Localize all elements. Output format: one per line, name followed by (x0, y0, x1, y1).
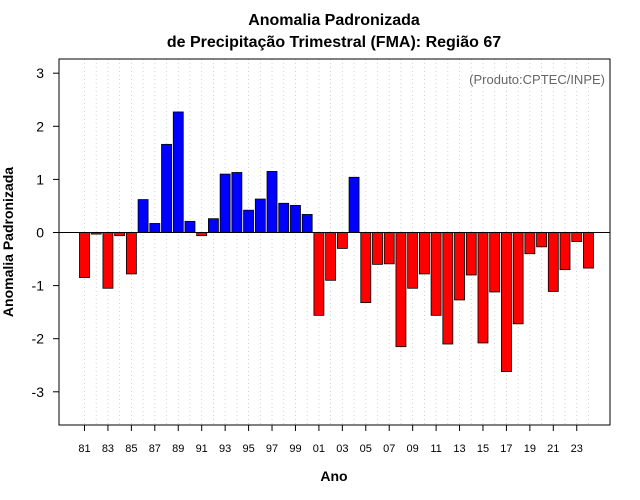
bar-05 (360, 232, 372, 303)
credit-label: (Produto:CPTEC/INPE) (469, 72, 605, 87)
y-axis-title: Anomalia Padronizada (0, 167, 16, 317)
bar-15 (477, 232, 489, 344)
x-tick-label: 19 (524, 443, 536, 455)
x-tick-label: 03 (336, 443, 348, 455)
bar-11 (430, 232, 442, 316)
bar-87 (149, 223, 161, 233)
x-tick-label: 95 (242, 443, 254, 455)
x-tick-label: 01 (313, 443, 325, 455)
bar-01 (313, 232, 325, 316)
bar-93 (219, 173, 231, 233)
y-axis-ticks: 3 2 1 0 -1 -2 -3 (32, 65, 59, 400)
bar-17 (501, 232, 512, 373)
y-tick-label: 2 (36, 118, 44, 134)
bar-14 (465, 232, 477, 276)
bar-16 (489, 232, 501, 293)
y-tick-label: -2 (32, 331, 45, 347)
x-tick-label: 83 (102, 443, 114, 455)
bar-03 (336, 232, 348, 249)
bar-19 (524, 232, 536, 255)
chart-title-line2: de Precipitação Trimestral (FMA): Região… (167, 34, 501, 51)
bar-83 (102, 232, 114, 289)
y-tick-label: 1 (36, 171, 44, 187)
x-tick-label: 23 (571, 443, 583, 455)
bar-92 (208, 218, 219, 233)
bar-94 (231, 172, 243, 233)
y-tick-label: -1 (32, 278, 45, 294)
bar-18 (512, 232, 524, 325)
bar-99 (290, 205, 301, 233)
bar-08 (395, 232, 407, 348)
bar-02 (325, 232, 337, 281)
bar-97 (266, 171, 278, 233)
y-tick-label: 0 (36, 225, 44, 241)
bar-96 (254, 198, 266, 233)
x-tick-label: 09 (407, 443, 419, 455)
bar-90 (184, 220, 196, 233)
bar-22 (559, 232, 571, 271)
x-tick-label: 21 (547, 443, 559, 455)
bar-07 (383, 232, 395, 265)
bar-06 (372, 232, 383, 265)
bar-88 (161, 143, 172, 233)
bar-89 (172, 111, 184, 233)
x-axis-title: Ano (320, 468, 347, 484)
chart-title-line1: Anomalia Padronizada (248, 12, 420, 29)
bar-00 (301, 214, 313, 233)
y-tick-label: -3 (32, 384, 45, 400)
bar-98 (278, 202, 290, 233)
bars (79, 111, 594, 373)
bar-81 (79, 232, 90, 279)
x-tick-label: 13 (453, 443, 465, 455)
bar-13 (454, 232, 465, 301)
bar-10 (418, 232, 430, 275)
y-tick-label: 3 (36, 65, 44, 81)
x-tick-label: 91 (196, 443, 208, 455)
bar-04 (348, 176, 360, 233)
plot-frame (58, 58, 611, 426)
bar-95 (243, 209, 254, 233)
x-tick-label: 05 (360, 443, 372, 455)
x-tick-label: 97 (266, 443, 278, 455)
x-tick-label: 93 (219, 443, 231, 455)
x-tick-label: 15 (477, 443, 489, 455)
bar-24 (583, 232, 594, 269)
bar-23 (571, 232, 583, 242)
bar-85 (125, 232, 137, 275)
x-tick-label: 81 (78, 443, 90, 455)
bar-86 (137, 199, 149, 233)
x-tick-label: 07 (383, 443, 395, 455)
x-tick-label: 87 (149, 443, 161, 455)
x-axis-ticks: 81 83 85 87 89 91 93 95 97 99 01 03 05 07 09 11 13 15 17 19… (78, 425, 583, 455)
bar-21 (547, 232, 559, 292)
x-tick-label: 11 (430, 443, 441, 455)
bar-12 (442, 232, 454, 345)
x-tick-label: 99 (289, 443, 301, 455)
bar-20 (536, 232, 547, 248)
x-tick-label: 89 (172, 443, 184, 455)
x-tick-label: 17 (500, 443, 512, 455)
bar-09 (407, 232, 419, 289)
x-tick-label: 85 (125, 443, 137, 455)
